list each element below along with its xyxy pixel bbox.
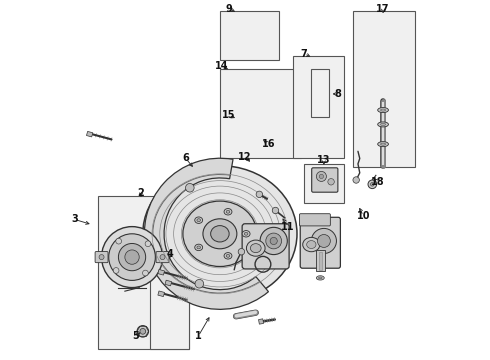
FancyBboxPatch shape bbox=[242, 224, 289, 269]
Circle shape bbox=[140, 328, 146, 334]
Text: 11: 11 bbox=[281, 222, 295, 231]
Ellipse shape bbox=[381, 123, 386, 126]
Circle shape bbox=[137, 325, 148, 337]
Ellipse shape bbox=[378, 108, 389, 113]
Text: 3: 3 bbox=[71, 215, 78, 224]
Circle shape bbox=[368, 180, 377, 189]
Circle shape bbox=[256, 191, 263, 198]
Text: 12: 12 bbox=[238, 152, 252, 162]
Ellipse shape bbox=[303, 237, 320, 252]
Circle shape bbox=[260, 227, 287, 255]
FancyBboxPatch shape bbox=[312, 168, 338, 192]
Bar bbox=[294, 56, 343, 158]
Ellipse shape bbox=[318, 277, 322, 279]
Circle shape bbox=[116, 238, 122, 244]
Ellipse shape bbox=[242, 230, 250, 237]
Ellipse shape bbox=[195, 244, 203, 251]
Text: 5: 5 bbox=[132, 331, 139, 341]
Circle shape bbox=[353, 177, 359, 183]
Circle shape bbox=[318, 234, 330, 247]
Ellipse shape bbox=[197, 246, 200, 249]
Bar bbox=[165, 280, 172, 286]
Ellipse shape bbox=[143, 166, 297, 302]
Ellipse shape bbox=[197, 219, 200, 222]
Text: 15: 15 bbox=[222, 111, 236, 121]
Bar bbox=[316, 250, 324, 271]
Circle shape bbox=[195, 279, 204, 288]
FancyBboxPatch shape bbox=[299, 214, 330, 226]
Ellipse shape bbox=[381, 143, 386, 145]
Text: 6: 6 bbox=[182, 153, 189, 163]
Circle shape bbox=[101, 226, 163, 288]
Bar bbox=[220, 12, 279, 60]
Circle shape bbox=[160, 255, 165, 260]
Text: 13: 13 bbox=[317, 155, 331, 165]
Text: 4: 4 bbox=[166, 248, 173, 258]
Circle shape bbox=[311, 228, 337, 253]
Text: 14: 14 bbox=[215, 61, 228, 71]
Circle shape bbox=[328, 179, 334, 185]
Bar bbox=[87, 131, 93, 137]
Text: 18: 18 bbox=[371, 177, 385, 187]
Text: 10: 10 bbox=[357, 211, 370, 221]
Bar bbox=[304, 164, 343, 203]
Ellipse shape bbox=[226, 255, 230, 257]
Ellipse shape bbox=[203, 219, 237, 249]
Ellipse shape bbox=[224, 253, 232, 259]
Ellipse shape bbox=[317, 276, 324, 280]
FancyBboxPatch shape bbox=[300, 217, 341, 268]
Ellipse shape bbox=[226, 210, 230, 213]
Bar bbox=[150, 255, 190, 348]
Circle shape bbox=[113, 267, 119, 273]
Bar bbox=[259, 319, 264, 324]
FancyBboxPatch shape bbox=[95, 252, 108, 263]
Ellipse shape bbox=[224, 208, 232, 215]
Circle shape bbox=[125, 250, 139, 264]
Text: 8: 8 bbox=[334, 89, 341, 99]
Circle shape bbox=[119, 243, 146, 271]
Text: 17: 17 bbox=[376, 4, 390, 14]
Ellipse shape bbox=[307, 240, 316, 248]
Circle shape bbox=[238, 248, 245, 255]
Circle shape bbox=[109, 234, 155, 280]
Bar bbox=[318, 252, 322, 270]
Bar bbox=[311, 69, 329, 117]
Bar bbox=[220, 69, 300, 158]
Bar bbox=[158, 269, 165, 275]
Ellipse shape bbox=[245, 232, 248, 235]
Circle shape bbox=[186, 184, 194, 192]
Circle shape bbox=[145, 241, 151, 247]
Text: 2: 2 bbox=[138, 188, 145, 198]
Text: 1: 1 bbox=[195, 331, 202, 341]
Ellipse shape bbox=[183, 201, 257, 266]
Circle shape bbox=[317, 171, 326, 181]
Ellipse shape bbox=[378, 141, 389, 147]
Ellipse shape bbox=[381, 109, 386, 111]
Ellipse shape bbox=[378, 122, 389, 127]
Circle shape bbox=[319, 174, 323, 179]
Text: 7: 7 bbox=[301, 49, 308, 59]
Bar bbox=[353, 12, 416, 167]
Ellipse shape bbox=[211, 226, 229, 242]
FancyBboxPatch shape bbox=[156, 252, 169, 263]
Circle shape bbox=[99, 255, 104, 260]
Text: 16: 16 bbox=[262, 139, 275, 149]
Circle shape bbox=[272, 207, 279, 214]
Wedge shape bbox=[145, 158, 269, 309]
Bar bbox=[98, 196, 190, 348]
Ellipse shape bbox=[195, 217, 203, 224]
Circle shape bbox=[370, 183, 374, 186]
Circle shape bbox=[270, 237, 277, 244]
Ellipse shape bbox=[250, 244, 261, 253]
Ellipse shape bbox=[246, 240, 265, 256]
Circle shape bbox=[143, 270, 148, 276]
Circle shape bbox=[266, 233, 282, 249]
Bar bbox=[158, 291, 165, 297]
Text: 9: 9 bbox=[225, 4, 232, 14]
